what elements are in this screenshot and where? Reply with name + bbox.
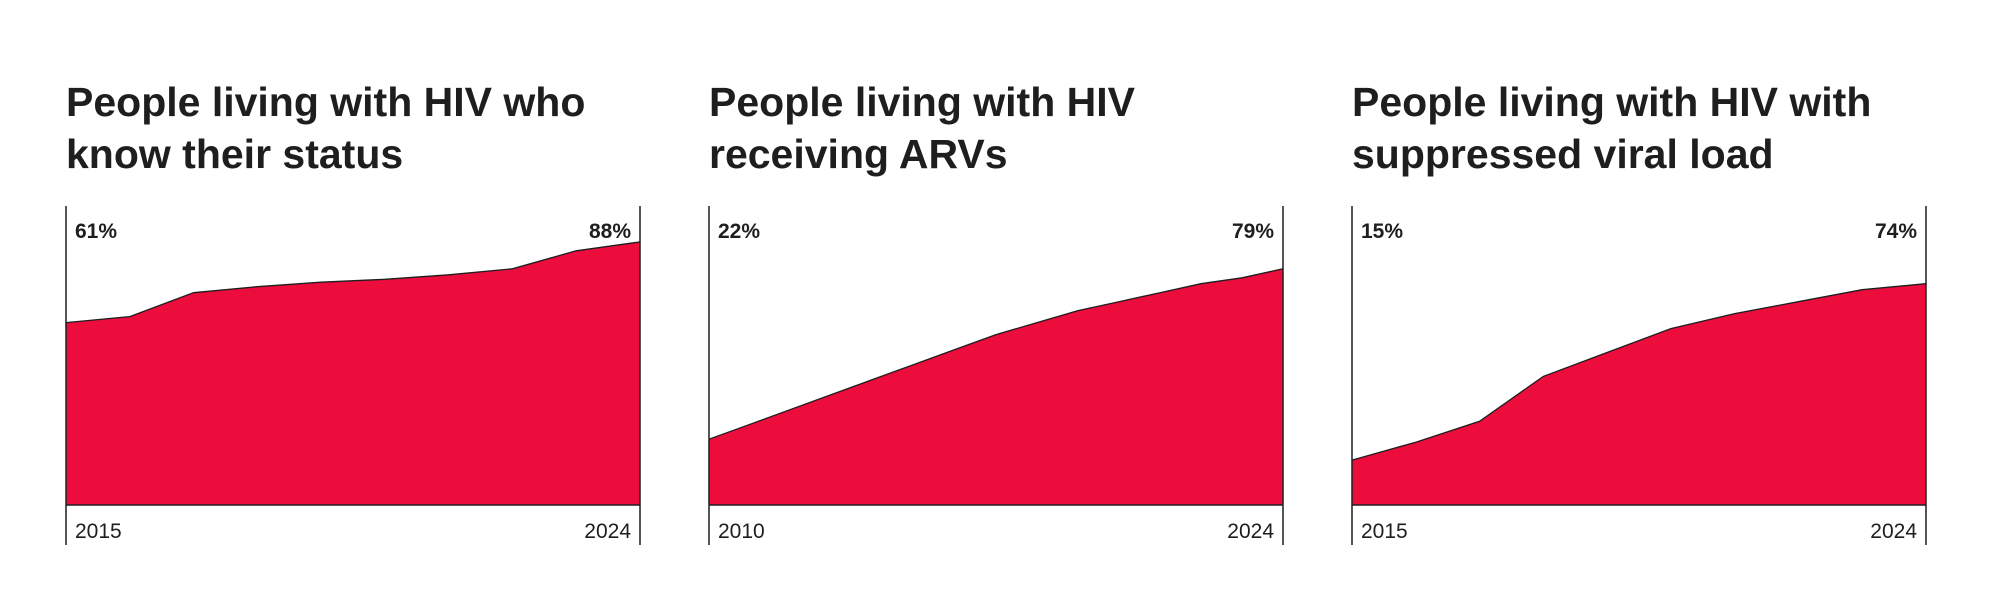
area-chart-suppressed-viral-load: 15% 74% 2015 2024 xyxy=(1351,206,1927,545)
chart-title: People living with HIV who know their st… xyxy=(66,79,586,177)
start-year-label: 2015 xyxy=(75,520,122,543)
end-year-label: 2024 xyxy=(1870,520,1917,543)
end-year-label: 2024 xyxy=(1227,520,1274,543)
area-fill xyxy=(709,268,1283,505)
area-chart-receiving-arvs: 22% 79% 2010 2024 xyxy=(708,206,1284,545)
chart-panel-suppressed-viral-load: People living with HIV with suppressed v… xyxy=(1351,0,1952,608)
start-value-label: 15% xyxy=(1361,220,1403,243)
start-year-label: 2010 xyxy=(718,520,765,543)
series-line xyxy=(708,268,1284,440)
chart-panel-know-status: People living with HIV who know their st… xyxy=(65,0,666,608)
end-value-label: 79% xyxy=(1232,220,1274,243)
area-chart-know-status: 61% 88% 2015 2024 xyxy=(65,206,641,545)
chart-title: People living with HIV receiving ARVs xyxy=(709,79,1135,177)
chart-title: People living with HIV with suppressed v… xyxy=(1352,79,1872,177)
series-line xyxy=(65,241,641,324)
end-year-label: 2024 xyxy=(584,520,631,543)
start-year-label: 2015 xyxy=(1361,520,1408,543)
end-value-label: 74% xyxy=(1875,220,1917,243)
area-fill xyxy=(66,241,640,505)
end-value-label: 88% xyxy=(589,220,631,243)
chart-panel-receiving-arvs: People living with HIV receiving ARVs 22… xyxy=(708,0,1309,608)
area-fill xyxy=(1352,283,1926,505)
start-value-label: 61% xyxy=(75,220,117,243)
start-value-label: 22% xyxy=(718,220,760,243)
series-line xyxy=(1351,283,1927,461)
